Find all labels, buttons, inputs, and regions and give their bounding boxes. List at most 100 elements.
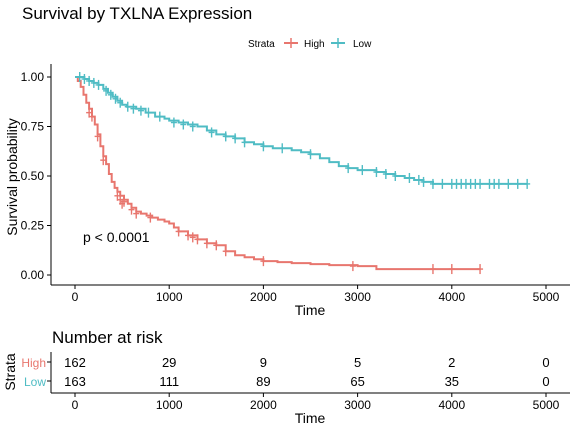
risk-y-axis-title: Strata <box>2 353 18 391</box>
censor-mark-low <box>241 137 248 148</box>
risk-value-low: 163 <box>64 374 86 389</box>
censor-mark-high <box>213 240 220 251</box>
censor-mark-high <box>349 261 356 272</box>
censor-mark-low <box>406 172 413 183</box>
censor-mark-high <box>175 226 182 237</box>
x-axis-title: Time <box>295 302 326 318</box>
censor-mark-low <box>505 178 512 189</box>
censor-mark-low <box>86 75 93 86</box>
risk-value-low: 89 <box>256 374 270 389</box>
risk-x-tick-label: 1000 <box>156 398 183 412</box>
survival-curves <box>75 72 531 275</box>
risk-value-high: 9 <box>260 355 267 370</box>
series-line-low <box>75 76 528 185</box>
censor-mark-high <box>147 212 154 223</box>
censor-mark-low <box>76 72 83 82</box>
legend-key-high <box>284 38 298 48</box>
y-tick-label: 0.75 <box>21 120 45 134</box>
censor-mark-high <box>477 264 484 275</box>
risk-value-low: 35 <box>445 374 459 389</box>
censor-mark-high <box>260 256 267 267</box>
censor-mark-high <box>448 264 455 275</box>
x-tick-label: 5000 <box>533 290 560 304</box>
censor-mark-low <box>514 178 521 189</box>
risk-value-high: 0 <box>542 355 549 370</box>
y-axis-title: Survival probability <box>4 118 20 236</box>
censor-mark-low <box>260 141 267 152</box>
risk-x-axis-title: Time <box>295 410 326 426</box>
y-tick-label: 1.00 <box>21 70 45 84</box>
legend: Strata High Low <box>248 38 372 50</box>
series-line-high <box>75 76 481 271</box>
censor-mark-low <box>222 131 229 142</box>
censor-mark-low <box>392 171 399 181</box>
censor-mark-high <box>194 234 201 245</box>
censor-mark-low <box>232 133 239 144</box>
censor-mark-low <box>420 176 427 187</box>
censor-mark-high <box>189 232 196 243</box>
censor-mark-low <box>382 169 389 180</box>
x-tick-label: 3000 <box>344 290 371 304</box>
censor-mark-low <box>345 163 352 174</box>
censor-mark-low <box>429 178 436 189</box>
risk-value-low: 65 <box>350 374 364 389</box>
risk-value-high: 29 <box>162 355 176 370</box>
censor-mark-low <box>95 79 102 90</box>
censor-mark-low <box>81 73 88 84</box>
censor-mark-low <box>524 178 531 189</box>
censor-mark-low <box>156 111 163 122</box>
risk-x-tick-label: 5000 <box>533 398 560 412</box>
censor-mark-low <box>124 101 131 112</box>
x-tick-label: 2000 <box>250 290 277 304</box>
risk-table-title: Number at risk <box>52 328 163 347</box>
censor-mark-low <box>170 117 177 128</box>
x-tick-label: 0 <box>72 290 79 304</box>
risk-value-high: 2 <box>448 355 455 370</box>
censor-mark-low <box>415 174 422 185</box>
y-tick-label: 0.25 <box>21 219 45 233</box>
censor-mark-high <box>429 264 436 275</box>
risk-strata-label-low: Low <box>24 375 46 389</box>
risk-strata-labels: High Low <box>21 356 51 389</box>
legend-key-low <box>331 38 345 48</box>
censor-mark-low <box>279 143 286 154</box>
censor-mark-low <box>130 103 137 114</box>
p-value-annotation: p < 0.0001 <box>83 229 150 245</box>
legend-title: Strata <box>248 39 275 50</box>
censor-mark-high <box>222 246 229 257</box>
censor-mark-low <box>145 107 152 118</box>
censor-mark-low <box>373 167 380 178</box>
risk-strata-label-high: High <box>21 356 46 370</box>
risk-value-low: 111 <box>159 374 179 389</box>
risk-value-low: 0 <box>542 374 549 389</box>
x-axis-ticks: 0 1000 2000 3000 4000 5000 <box>72 285 560 304</box>
censor-mark-low <box>137 105 144 116</box>
censor-mark-high <box>100 155 107 166</box>
censor-mark-high <box>88 111 95 122</box>
censor-mark-high <box>203 238 210 249</box>
censor-mark-low <box>107 89 114 100</box>
risk-x-tick-label: 4000 <box>438 398 465 412</box>
risk-x-tick-label: 2000 <box>250 398 277 412</box>
censor-mark-low <box>189 121 196 132</box>
censor-mark-high <box>185 230 192 241</box>
censor-mark-low <box>208 127 215 138</box>
censor-mark-high <box>94 131 101 142</box>
censor-mark-high <box>120 196 127 207</box>
censor-mark-low <box>103 85 110 96</box>
risk-x-axis-ticks: 0 1000 2000 3000 4000 5000 <box>72 393 560 412</box>
risk-value-high: 5 <box>354 355 361 370</box>
risk-x-tick-label: 0 <box>72 398 79 412</box>
censor-mark-low <box>117 97 124 108</box>
x-tick-label: 4000 <box>438 290 465 304</box>
chart-title: Survival by TXLNA Expression <box>22 4 252 23</box>
legend-label-high: High <box>304 39 325 50</box>
censor-mark-low <box>307 149 314 160</box>
censor-mark-low <box>90 77 97 88</box>
censor-mark-low <box>112 93 119 104</box>
y-axis-ticks: 0.00 0.25 0.50 0.75 1.00 <box>21 70 51 282</box>
risk-value-high: 162 <box>64 355 86 370</box>
y-tick-label: 0.50 <box>21 169 45 183</box>
censor-mark-low <box>180 119 187 130</box>
